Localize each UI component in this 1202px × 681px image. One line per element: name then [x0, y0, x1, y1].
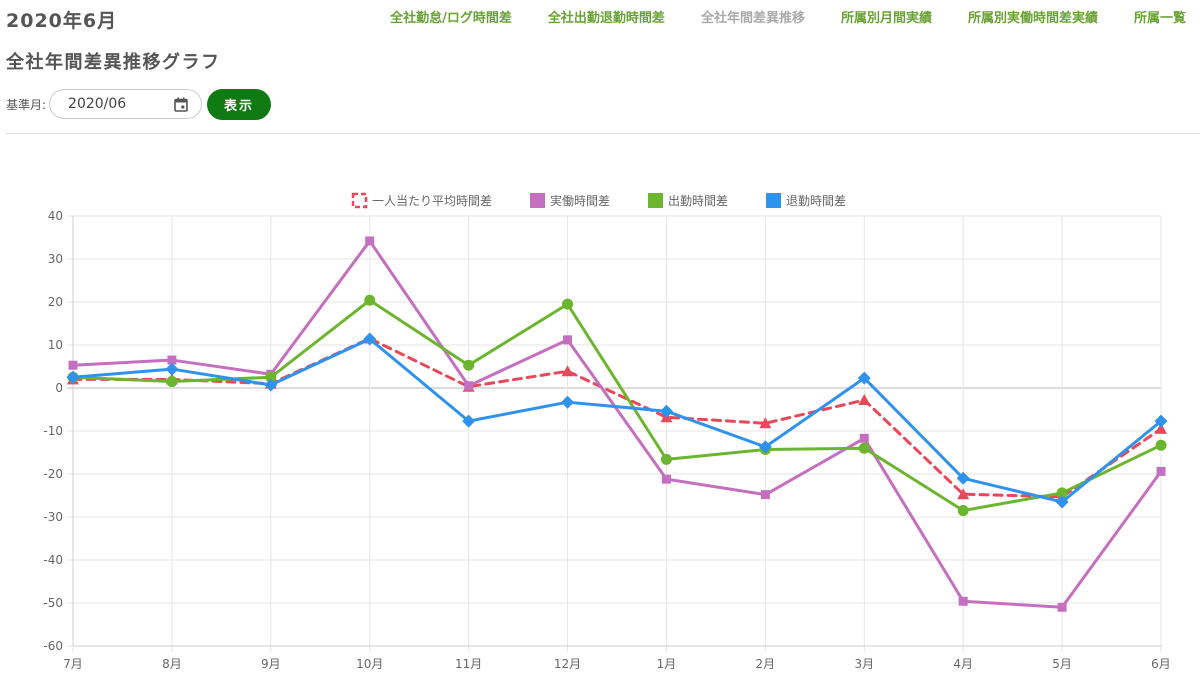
series-group — [66, 332, 1168, 509]
data-point — [660, 453, 672, 465]
series-line — [71, 239, 1163, 609]
nav-link-company-in-out-diff[interactable]: 全社出勤退勤時間差 — [547, 11, 665, 26]
data-point — [66, 370, 80, 384]
y-tick-label: -30 — [43, 510, 63, 524]
legend-label: 一人当たり平均時間差 — [372, 194, 492, 208]
legend-label: 実働時間差 — [550, 193, 610, 208]
nav-link-company-attendance-log-diff[interactable]: 全社勤怠/ログ時間差 — [390, 11, 512, 26]
calendar-icon[interactable] — [174, 97, 188, 112]
y-tick-label: 10 — [48, 338, 63, 352]
show-button[interactable]: 表示 — [207, 88, 272, 120]
nav-link-company-annual-trend: 全社年間差異推移 — [700, 11, 805, 26]
data-point — [758, 440, 772, 454]
y-tick-label: -50 — [43, 596, 63, 610]
data-point — [165, 362, 179, 376]
data-point — [265, 371, 277, 383]
nav-link-dept-monthly[interactable]: 所属別月間実績 — [840, 11, 932, 26]
data-point — [958, 596, 968, 606]
legend-swatch — [351, 192, 368, 209]
data-point — [1156, 466, 1166, 476]
data-point — [264, 378, 278, 392]
data-point — [364, 294, 376, 306]
series-group — [67, 294, 1167, 517]
data-point — [464, 381, 474, 391]
series-group — [68, 236, 1166, 612]
x-tick-label: 2月 — [756, 657, 776, 671]
data-point — [1154, 414, 1168, 428]
x-tick-label: 9月 — [261, 657, 281, 671]
data-point — [1155, 439, 1167, 451]
x-tick-label: 5月 — [1052, 657, 1072, 671]
x-tick-label: 11月 — [455, 657, 482, 671]
data-point — [1057, 602, 1067, 612]
x-tick-label: 4月 — [953, 657, 973, 671]
x-tick-label: 6月 — [1151, 657, 1171, 671]
data-point — [68, 360, 78, 370]
data-point — [1055, 495, 1069, 509]
y-tick-label: 30 — [48, 252, 63, 266]
data-point — [957, 505, 969, 517]
data-point — [561, 395, 575, 409]
y-tick-label: -40 — [43, 553, 63, 567]
x-tick-label: 1月 — [657, 657, 677, 671]
legend-swatch — [766, 193, 781, 208]
data-point — [365, 236, 375, 246]
data-point — [661, 474, 671, 484]
data-point — [659, 404, 673, 418]
y-tick-label: -60 — [43, 639, 63, 653]
chart-page-subtitle: 全社年間差異推移グラフ — [6, 52, 221, 73]
x-tick-label: 10月 — [356, 657, 383, 671]
x-tick-label: 3月 — [854, 657, 874, 671]
data-point — [957, 488, 970, 500]
base-month-input[interactable]: 2020/06 — [49, 89, 203, 119]
legend-swatch — [530, 193, 545, 208]
legend-label: 出勤時間差 — [668, 194, 728, 208]
chart-legend: 一人当たり平均時間差 実働時間差 出勤時間差 退勤時間差 — [351, 192, 846, 209]
y-tick-label: -10 — [43, 424, 63, 438]
y-tick-label: 20 — [48, 295, 63, 309]
data-point — [166, 376, 178, 388]
header-divider — [6, 133, 1200, 134]
series-group — [67, 332, 1167, 502]
nav-link-dept-list[interactable]: 所属一覧 — [1133, 11, 1186, 26]
data-point — [167, 355, 177, 365]
y-tick-label: 40 — [48, 209, 63, 223]
top-nav: 全社勤怠/ログ時間差 全社出勤退勤時間差 全社年間差異推移 所属別月間実績 所属… — [354, 7, 1186, 26]
legend-swatch — [648, 193, 663, 208]
page-title: 2020年6月 — [6, 10, 118, 32]
data-point — [463, 359, 475, 371]
x-tick-label: 7月 — [63, 657, 83, 671]
base-month-value: 2020/06 — [68, 96, 127, 112]
data-point — [760, 490, 770, 500]
x-tick-label: 12月 — [554, 657, 581, 671]
chart-grid — [67, 215, 1162, 652]
data-point — [759, 417, 772, 429]
data-point — [859, 433, 869, 443]
series-line — [71, 337, 1163, 499]
data-point — [363, 332, 377, 346]
data-point — [858, 394, 871, 406]
data-point — [857, 371, 871, 385]
chart-series — [66, 236, 1168, 612]
legend-label: 退勤時間差 — [786, 194, 846, 208]
data-point — [562, 298, 574, 310]
data-point — [1056, 487, 1068, 499]
data-point — [1155, 422, 1167, 434]
data-point — [462, 414, 476, 428]
data-point — [561, 365, 574, 377]
data-point — [563, 335, 573, 345]
filter-row: 基準月: 2020/06 表示 — [6, 88, 272, 120]
data-point — [956, 471, 970, 485]
y-tick-label: 0 — [55, 381, 63, 395]
base-month-label: 基準月: — [6, 97, 47, 112]
data-point — [858, 442, 870, 454]
nav-link-dept-work-diff[interactable]: 所属別実働時間差実績 — [967, 11, 1098, 26]
x-tick-label: 8月 — [162, 657, 182, 671]
series-line — [71, 298, 1163, 513]
series-line — [71, 337, 1163, 504]
y-tick-label: -20 — [43, 467, 63, 481]
